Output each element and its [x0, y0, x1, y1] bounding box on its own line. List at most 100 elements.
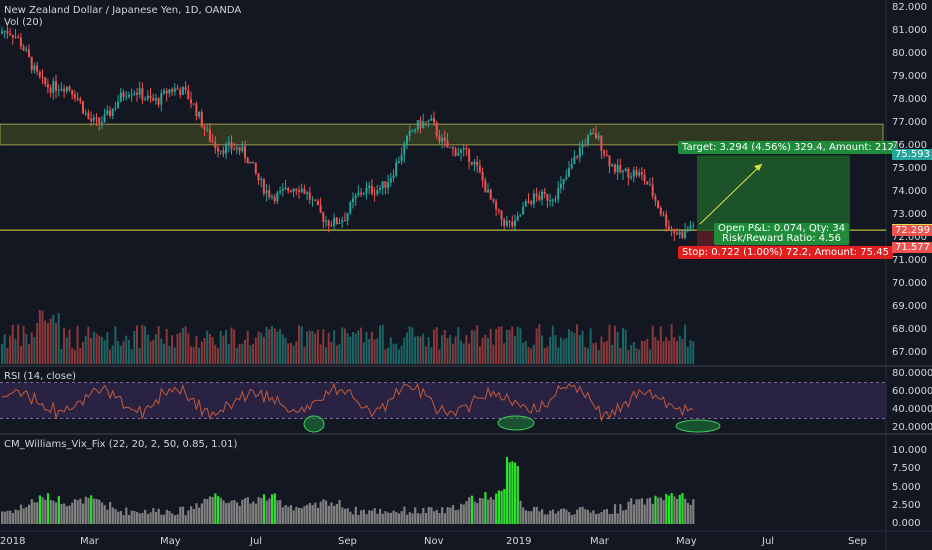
- volume-bar: [570, 331, 573, 364]
- candle: [90, 118, 93, 121]
- vix-bar: [241, 499, 244, 524]
- candle: [65, 86, 68, 92]
- vix-bar: [79, 498, 82, 524]
- vix-bar: [433, 511, 436, 524]
- candle: [438, 135, 441, 142]
- volume-bar: [73, 349, 76, 364]
- vix-bar: [279, 499, 282, 524]
- vix-bar: [254, 503, 257, 524]
- volume-bar: [211, 337, 214, 364]
- volume-bar: [352, 331, 354, 364]
- candle: [662, 214, 665, 216]
- volume-bar: [640, 340, 643, 364]
- candle: [379, 188, 381, 191]
- volume-bar: [451, 343, 454, 364]
- vix-bar: [98, 499, 101, 524]
- volume-bar: [400, 345, 403, 364]
- vix-bar: [360, 510, 363, 524]
- candle: [146, 95, 149, 100]
- candle: [338, 222, 341, 224]
- rsi-band: [0, 382, 886, 419]
- candle: [346, 213, 349, 221]
- vix-bar: [33, 502, 36, 524]
- candle: [578, 147, 581, 158]
- volume-bar: [6, 348, 9, 364]
- volume-bar: [395, 343, 398, 364]
- vix-bar: [535, 506, 538, 524]
- vix-bar: [152, 508, 155, 524]
- volume-bar: [681, 339, 684, 364]
- vix-bar: [325, 500, 328, 524]
- candle: [119, 92, 122, 102]
- vix-bar: [451, 505, 455, 524]
- candle: [71, 89, 74, 95]
- vix-bar: [457, 509, 460, 524]
- vix-bar: [138, 513, 141, 524]
- vix-bar: [538, 511, 541, 524]
- volume-bar: [46, 323, 49, 364]
- volume-bar: [95, 333, 98, 364]
- candle: [511, 221, 514, 227]
- vix-bar: [92, 498, 95, 524]
- volume-bar: [103, 340, 106, 364]
- volume-bar: [511, 326, 514, 364]
- candle: [141, 88, 144, 100]
- volume-bar: [608, 324, 611, 364]
- candle: [651, 184, 654, 197]
- volume-bar: [659, 326, 662, 364]
- candle: [133, 93, 136, 95]
- vix-bar: [395, 512, 398, 524]
- candle: [608, 155, 611, 167]
- candle: [152, 98, 155, 101]
- vix-tick: 0.000: [892, 518, 921, 529]
- candle: [36, 65, 39, 72]
- volume-bar: [295, 341, 298, 364]
- vix-bar: [527, 511, 530, 524]
- candle: [411, 131, 414, 133]
- candle: [200, 111, 203, 127]
- vix-bar: [262, 494, 266, 524]
- candle: [397, 161, 400, 163]
- volume-bar: [319, 344, 322, 364]
- vix-bar: [109, 502, 112, 524]
- candle: [190, 99, 192, 104]
- candle: [303, 188, 306, 194]
- vix-bar: [689, 504, 692, 524]
- vix-bar: [408, 512, 411, 524]
- candle: [322, 212, 325, 222]
- candle: [570, 163, 573, 169]
- vix-bar: [524, 510, 527, 524]
- volume-bar: [495, 328, 498, 364]
- candle: [192, 103, 195, 105]
- candle: [122, 92, 125, 97]
- candle: [44, 77, 47, 85]
- vix-bar: [144, 509, 147, 524]
- candle: [95, 117, 98, 119]
- candle: [49, 87, 52, 93]
- volume-bar: [678, 335, 681, 364]
- candle: [557, 188, 560, 200]
- volume-bar: [503, 343, 506, 364]
- vix-bar: [613, 504, 617, 524]
- price-tag: 72.299: [892, 225, 932, 237]
- vix-bar: [346, 508, 349, 524]
- volume-bar: [622, 327, 624, 364]
- candle: [295, 188, 298, 191]
- vix-bar: [44, 499, 47, 524]
- volume-bar: [235, 347, 238, 364]
- vix-bar: [400, 511, 403, 524]
- vix-tick: 10.000: [892, 445, 927, 457]
- candle: [414, 129, 417, 132]
- vix-bar: [235, 502, 239, 524]
- vix-bar: [430, 507, 433, 524]
- candle: [33, 65, 36, 71]
- vix-bar: [654, 495, 657, 524]
- vix-bar: [354, 506, 357, 524]
- volume-bar: [333, 330, 336, 364]
- volume-bar: [195, 336, 198, 364]
- price-tick: 75.000: [892, 163, 927, 174]
- vix-bar: [597, 513, 600, 524]
- vix-bar: [595, 513, 598, 524]
- vix-bar: [473, 501, 476, 524]
